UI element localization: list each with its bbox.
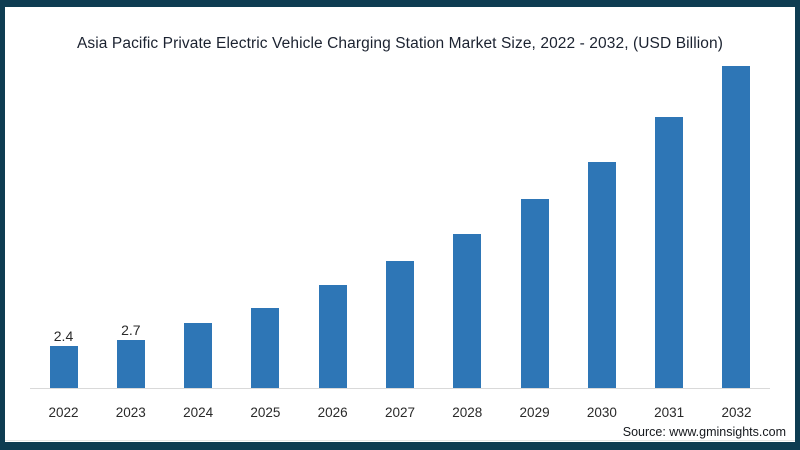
bar-group: 2.4	[30, 329, 97, 388]
bar-group	[703, 63, 770, 388]
x-axis-label: 2030	[586, 405, 617, 420]
bar-group	[636, 114, 703, 388]
x-axis-label: 2027	[384, 405, 415, 420]
bar-group	[366, 258, 433, 388]
bar-value-label: 2.7	[121, 322, 141, 338]
x-axis-label: 2031	[654, 405, 685, 420]
bar	[184, 323, 213, 388]
plot-area: 2.4 2.7	[30, 34, 770, 389]
x-axis-label: 2028	[452, 405, 483, 420]
bar	[722, 66, 751, 388]
bar-group: 2.7	[97, 323, 164, 388]
bar	[655, 117, 684, 388]
bar-group	[299, 282, 366, 388]
bar-group	[165, 320, 232, 388]
bar-group	[568, 159, 635, 388]
source-text: Source: www.gminsights.com	[622, 425, 786, 439]
x-axis-label: 2029	[519, 405, 550, 420]
bar	[453, 234, 482, 388]
x-axis-label: 2022	[48, 405, 79, 420]
bar	[587, 162, 616, 388]
bar	[318, 285, 347, 388]
bar-group	[232, 305, 299, 388]
footer-divider	[5, 440, 795, 441]
bar-group	[434, 231, 501, 388]
x-axis-label: 2023	[115, 405, 146, 420]
bar-value-label: 2.4	[53, 328, 74, 344]
bar	[49, 346, 78, 388]
chart-title: Asia Pacific Private Electric Vehicle Ch…	[76, 35, 724, 52]
x-axis-label: 2025	[250, 405, 281, 420]
bar	[251, 308, 280, 388]
x-axis-label: 2032	[721, 405, 752, 420]
bar	[116, 340, 145, 388]
x-axis-label: 2026	[317, 405, 348, 420]
bar	[385, 261, 414, 388]
x-axis-row: 2022 2023 2024 2025 2026 2027 2028 2029 2030 2031…	[30, 405, 770, 420]
x-axis-label: 2024	[183, 405, 214, 420]
bar-group	[501, 196, 568, 388]
bar	[520, 199, 549, 388]
